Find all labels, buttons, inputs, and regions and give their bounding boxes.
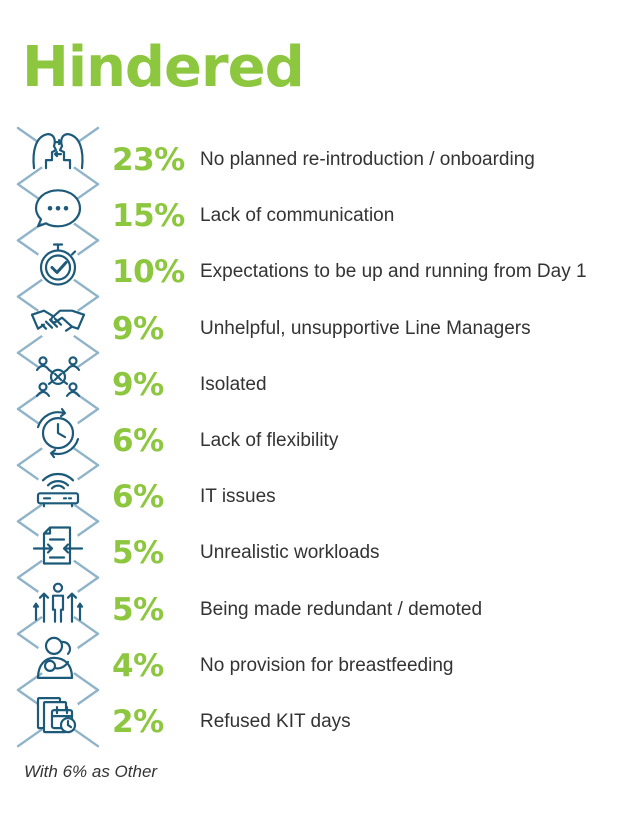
- stat-row: 23% No planned re-introduction / onboardi…: [0, 132, 625, 188]
- stat-label: Expectations to be up and running from D…: [200, 261, 587, 283]
- stat-row: 6% Lack of flexibility: [0, 413, 625, 469]
- clock-cycle-icon: [36, 408, 80, 459]
- stat-label: Unrealistic workloads: [200, 542, 380, 564]
- speech-bubble-icon: [34, 186, 82, 231]
- stat-value: 9%: [112, 366, 164, 403]
- stat-label: Refused KIT days: [200, 711, 351, 732]
- stat-value: 15%: [112, 198, 185, 235]
- stat-value: 5%: [112, 591, 164, 628]
- stopwatch-check-icon: [36, 242, 80, 287]
- mother-baby-icon: [36, 635, 80, 680]
- footnote: With 6% as Other: [24, 762, 158, 781]
- stat-value: 9%: [112, 310, 164, 347]
- stat-label: No planned re-introduction / onboarding: [200, 149, 535, 170]
- stat-row: 4% No provision for breastfeeding: [0, 638, 625, 694]
- stat-value: 23%: [112, 142, 185, 178]
- document-compress-icon: [32, 523, 84, 568]
- stat-row: 5% Unrealistic workloads: [0, 525, 625, 581]
- stat-value: 10%: [112, 254, 185, 291]
- stat-row: 9% Unhelpful, unsupportive Line Managers: [0, 301, 625, 357]
- stat-row: 15% Lack of communication: [0, 188, 625, 244]
- stat-value: 6%: [112, 479, 164, 516]
- stat-value: 6%: [112, 423, 164, 459]
- stat-row: 10% Expectations to be up and running fro…: [0, 244, 625, 300]
- isolated-people-icon: [35, 354, 81, 399]
- stat-label: Being made redundant / demoted: [200, 598, 483, 620]
- stat-row: 5% Being made redundant / demoted: [0, 582, 625, 638]
- two-heads-icon: [32, 130, 84, 175]
- stat-label: IT issues: [200, 486, 276, 508]
- page-title: Hindered: [22, 35, 305, 100]
- stat-label: Unhelpful, unsupportive Line Managers: [200, 317, 531, 339]
- stat-label: Lack of communication: [200, 205, 395, 227]
- stat-row: 2% Refused KIT days: [0, 694, 625, 750]
- calendar-files-icon: [36, 692, 80, 737]
- stat-label: No provision for breastfeeding: [200, 654, 454, 676]
- stat-row: 6% IT issues: [0, 469, 625, 525]
- router-icon: [36, 467, 80, 512]
- stat-row: 9% Isolated: [0, 357, 625, 413]
- stat-value: 5%: [112, 535, 164, 572]
- handshake-icon: [30, 298, 86, 343]
- stat-label: Isolated: [200, 373, 267, 395]
- stat-value: 4%: [112, 647, 164, 684]
- stat-value: 2%: [112, 704, 164, 740]
- stat-label: Lack of flexibility: [200, 430, 339, 451]
- person-arrows-icon: [32, 579, 84, 624]
